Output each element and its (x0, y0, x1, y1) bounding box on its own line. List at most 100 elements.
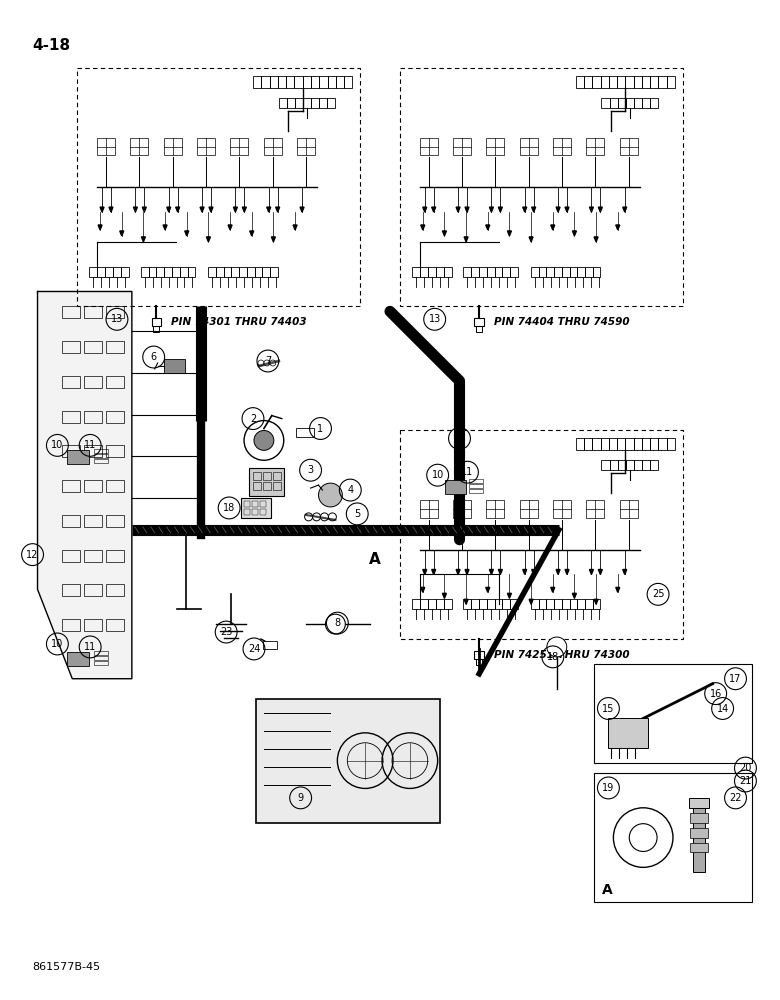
Bar (577, 267, 585, 277)
Bar (62, 480, 80, 492)
Bar (252, 501, 258, 507)
Polygon shape (498, 570, 502, 574)
Bar (172, 267, 180, 277)
Bar (106, 306, 124, 318)
Bar (286, 76, 295, 88)
Bar (531, 267, 539, 277)
Bar (474, 651, 484, 659)
Bar (633, 76, 642, 88)
Bar (216, 267, 224, 277)
Bar (626, 76, 633, 88)
Text: 11: 11 (84, 642, 96, 652)
Bar (594, 664, 753, 763)
Text: 13: 13 (453, 433, 466, 443)
Polygon shape (590, 207, 594, 212)
Text: A: A (601, 883, 612, 897)
Bar (295, 76, 303, 88)
Bar (151, 318, 161, 326)
Bar (463, 599, 471, 609)
Polygon shape (465, 207, 469, 212)
Bar (62, 550, 80, 562)
Text: 13: 13 (111, 314, 123, 324)
Text: 5: 5 (354, 509, 360, 519)
Bar (470, 484, 484, 488)
Polygon shape (37, 291, 132, 679)
Bar (445, 480, 466, 494)
Bar (651, 438, 658, 450)
Bar (569, 267, 577, 277)
Bar (585, 599, 593, 609)
Bar (689, 798, 709, 808)
Text: 11: 11 (84, 440, 96, 450)
Polygon shape (120, 231, 124, 236)
Polygon shape (442, 593, 446, 598)
Text: 1: 1 (317, 424, 324, 434)
Text: 23: 23 (220, 627, 232, 637)
Bar (476, 659, 482, 665)
Bar (106, 515, 124, 527)
Bar (94, 459, 108, 463)
Text: 25: 25 (652, 589, 665, 599)
Bar (594, 773, 753, 902)
Polygon shape (489, 207, 494, 212)
Polygon shape (98, 225, 102, 230)
Bar (319, 98, 328, 108)
Text: 3: 3 (307, 465, 314, 475)
Bar (84, 306, 102, 318)
Bar (642, 460, 650, 470)
Bar (471, 599, 479, 609)
Bar (436, 599, 444, 609)
Polygon shape (176, 207, 179, 212)
Bar (278, 98, 287, 108)
Polygon shape (142, 207, 147, 212)
Text: PIN 74404 THRU 74590: PIN 74404 THRU 74590 (494, 317, 629, 327)
Polygon shape (420, 225, 425, 230)
Bar (601, 460, 609, 470)
Bar (587, 500, 604, 518)
Bar (690, 843, 707, 852)
Bar (157, 267, 165, 277)
Bar (601, 98, 609, 108)
Bar (319, 76, 328, 88)
Polygon shape (456, 570, 460, 574)
Polygon shape (228, 225, 232, 230)
Polygon shape (489, 570, 494, 574)
Bar (470, 479, 484, 483)
Bar (273, 482, 281, 490)
Bar (463, 267, 471, 277)
Bar (106, 550, 124, 562)
Bar (262, 267, 270, 277)
Bar (254, 76, 261, 88)
Polygon shape (529, 237, 533, 242)
Bar (84, 584, 102, 596)
Bar (487, 267, 495, 277)
Polygon shape (523, 570, 526, 574)
Bar (479, 599, 487, 609)
Bar (554, 599, 562, 609)
Bar (253, 482, 261, 490)
Text: 20: 20 (739, 763, 752, 773)
Bar (249, 468, 284, 496)
Bar (208, 267, 216, 277)
Bar (620, 138, 638, 155)
Bar (531, 599, 539, 609)
Bar (94, 661, 108, 665)
Bar (547, 599, 554, 609)
Bar (241, 498, 271, 518)
Bar (690, 828, 707, 838)
Bar (642, 76, 651, 88)
Bar (626, 98, 634, 108)
Bar (105, 267, 113, 277)
Bar (651, 76, 658, 88)
Polygon shape (100, 207, 104, 212)
Bar (84, 445, 102, 457)
Bar (295, 98, 303, 108)
Bar (84, 376, 102, 388)
Text: 4: 4 (347, 485, 353, 495)
Bar (247, 267, 254, 277)
Bar (94, 454, 108, 458)
Bar (400, 68, 683, 306)
Text: 21: 21 (739, 776, 752, 786)
Bar (519, 500, 537, 518)
Bar (106, 584, 124, 596)
